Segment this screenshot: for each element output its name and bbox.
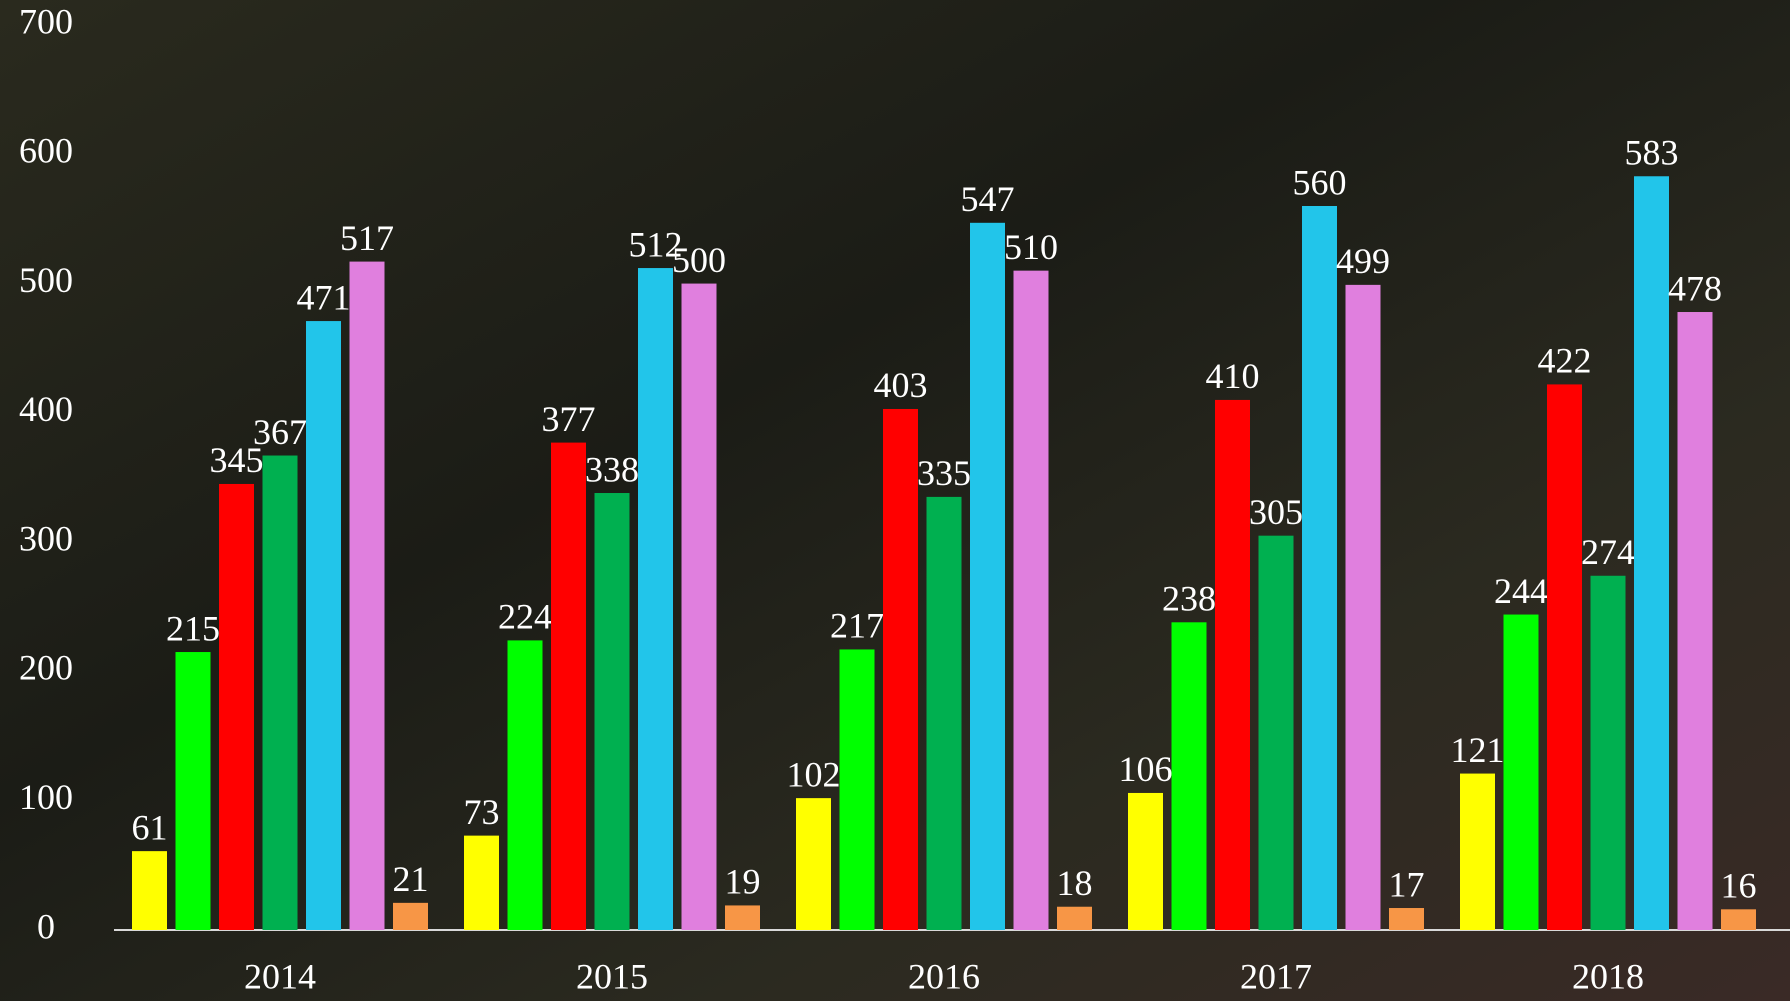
value-label: 61 xyxy=(132,807,168,847)
x-tick-label: 2014 xyxy=(244,956,316,996)
bar xyxy=(306,321,341,930)
x-tick-label: 2017 xyxy=(1240,956,1312,996)
bar xyxy=(350,262,385,930)
bar xyxy=(551,443,586,930)
value-label: 238 xyxy=(1162,579,1216,619)
bar xyxy=(219,484,254,930)
bar xyxy=(1547,384,1582,930)
y-tick-label: 100 xyxy=(19,777,73,817)
bar xyxy=(1128,793,1163,930)
bar xyxy=(464,836,499,930)
y-tick-label: 500 xyxy=(19,260,73,300)
value-label: 560 xyxy=(1293,162,1347,202)
value-label: 217 xyxy=(830,606,884,646)
value-label: 224 xyxy=(498,597,552,637)
bar xyxy=(970,223,1005,930)
bar xyxy=(1302,206,1337,930)
chart: 0100200300400500600700201461215345367471… xyxy=(0,0,1790,1001)
y-tick-label: 700 xyxy=(19,1,73,41)
bar xyxy=(508,640,543,930)
bar xyxy=(1259,536,1294,930)
value-label: 500 xyxy=(672,240,726,280)
value-label: 17 xyxy=(1389,864,1425,904)
value-label: 121 xyxy=(1451,730,1505,770)
value-label: 517 xyxy=(340,218,394,258)
value-label: 403 xyxy=(874,365,928,405)
value-label: 215 xyxy=(166,608,220,648)
y-tick-label: 200 xyxy=(19,648,73,688)
y-tick-label: 600 xyxy=(19,131,73,171)
bar xyxy=(883,409,918,930)
bar xyxy=(132,851,167,930)
bar xyxy=(1678,312,1713,930)
value-label: 18 xyxy=(1057,863,1093,903)
bar xyxy=(796,798,831,930)
bar xyxy=(725,905,760,930)
bar xyxy=(682,284,717,930)
bar xyxy=(1591,576,1626,930)
page: 0100200300400500600700201461215345367471… xyxy=(0,0,1790,1001)
x-tick-label: 2018 xyxy=(1572,956,1644,996)
x-tick-label: 2015 xyxy=(576,956,648,996)
bar xyxy=(595,493,630,930)
value-label: 410 xyxy=(1206,356,1260,396)
value-label: 478 xyxy=(1668,268,1722,308)
value-label: 377 xyxy=(542,399,596,439)
bar xyxy=(840,649,875,930)
bar xyxy=(1057,907,1092,930)
value-label: 499 xyxy=(1336,241,1390,281)
bar xyxy=(1721,909,1756,930)
bar xyxy=(1346,285,1381,930)
value-label: 338 xyxy=(585,449,639,489)
bar xyxy=(176,652,211,930)
bar xyxy=(1389,908,1424,930)
value-label: 305 xyxy=(1249,492,1303,532)
bar xyxy=(1172,622,1207,930)
value-label: 274 xyxy=(1581,532,1635,572)
value-label: 471 xyxy=(297,277,351,317)
bar xyxy=(393,903,428,930)
bar xyxy=(1014,271,1049,930)
value-label: 583 xyxy=(1625,133,1679,173)
bar xyxy=(1460,774,1495,930)
bar xyxy=(263,456,298,930)
bar xyxy=(927,497,962,930)
bar xyxy=(1634,176,1669,930)
bar xyxy=(638,268,673,930)
y-tick-label: 0 xyxy=(37,906,55,946)
value-label: 106 xyxy=(1119,749,1173,789)
y-tick-label: 300 xyxy=(19,518,73,558)
value-label: 102 xyxy=(787,754,841,794)
x-tick-label: 2016 xyxy=(908,956,980,996)
value-label: 547 xyxy=(961,179,1015,219)
value-label: 19 xyxy=(725,862,761,902)
value-label: 510 xyxy=(1004,227,1058,267)
value-label: 335 xyxy=(917,453,971,493)
value-label: 21 xyxy=(393,859,429,899)
y-tick-label: 400 xyxy=(19,389,73,429)
bar xyxy=(1215,400,1250,930)
value-label: 422 xyxy=(1538,341,1592,381)
value-label: 73 xyxy=(464,792,500,832)
value-label: 244 xyxy=(1494,571,1548,611)
bar xyxy=(1504,615,1539,930)
value-label: 16 xyxy=(1721,866,1757,906)
value-label: 367 xyxy=(253,412,307,452)
